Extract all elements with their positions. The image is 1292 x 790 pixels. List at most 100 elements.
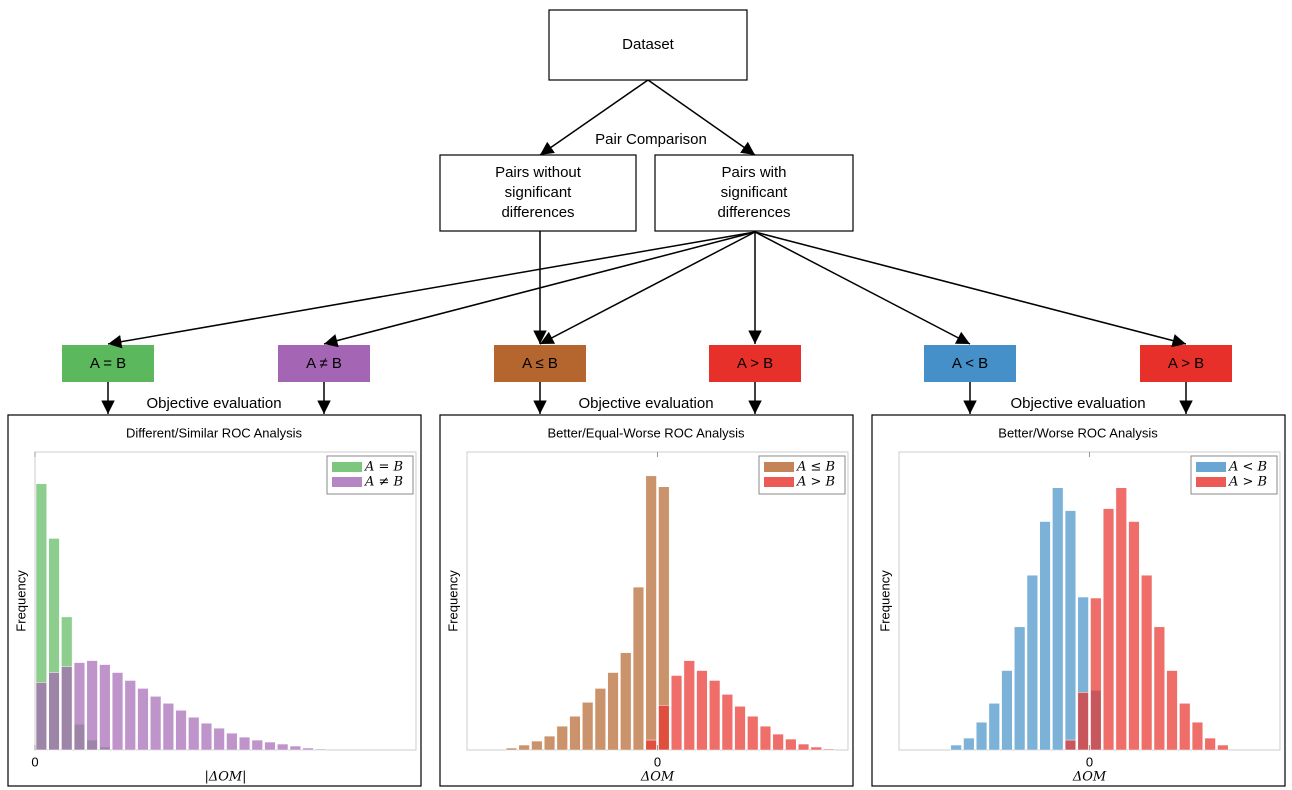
bar	[950, 744, 962, 751]
bar	[721, 694, 733, 751]
x-tick-label: 0	[1086, 754, 1093, 769]
class-label: A > B	[737, 355, 773, 372]
bar	[188, 716, 200, 751]
class-box	[709, 345, 801, 382]
node-label: differences	[717, 204, 790, 221]
legend-swatch	[764, 462, 794, 472]
legend-label: A < B	[1228, 460, 1267, 475]
bar	[1014, 626, 1026, 751]
bar	[162, 703, 174, 751]
bar	[1217, 744, 1229, 751]
bar	[1204, 737, 1216, 751]
y-axis-label: Frequency	[445, 570, 460, 632]
class-label: A ≤ B	[522, 355, 558, 372]
bar	[696, 670, 708, 751]
bar	[645, 475, 657, 751]
node-label: Pairs without	[495, 164, 582, 181]
bar	[1115, 487, 1127, 751]
bar	[1001, 670, 1013, 751]
chart-title: Better/Worse ROC Analysis	[998, 425, 1158, 440]
bar	[137, 688, 149, 751]
plot-frame	[34, 451, 417, 751]
bar	[213, 727, 225, 751]
legend-label: A ≠ B	[364, 475, 403, 490]
bar	[1191, 721, 1204, 751]
bar	[1026, 574, 1038, 751]
bar	[1166, 670, 1178, 751]
bar	[569, 715, 581, 751]
legend-swatch	[1196, 477, 1226, 487]
arrow	[323, 231, 756, 348]
bar	[531, 740, 543, 751]
arrow	[647, 79, 756, 156]
legend-swatch	[332, 462, 362, 472]
bar	[35, 682, 47, 751]
class-box	[494, 345, 586, 382]
bar	[251, 739, 263, 751]
bar	[734, 706, 746, 751]
bar	[645, 739, 657, 751]
bar	[594, 688, 606, 751]
bar	[975, 721, 988, 751]
bar	[747, 715, 759, 751]
x-axis-label: ΔOM	[1072, 770, 1107, 785]
bar	[61, 666, 73, 751]
edge-label: Pair Comparison	[595, 131, 707, 148]
bar	[709, 680, 721, 751]
x-axis-label: ΔOM	[640, 770, 675, 785]
bar	[277, 743, 289, 751]
node-label: significant	[505, 184, 573, 201]
node-label: Pairs with	[721, 164, 786, 181]
bar	[658, 705, 670, 751]
bar	[1153, 626, 1165, 751]
chart-title: Different/Similar ROC Analysis	[126, 425, 303, 440]
legend-label: A > B	[1228, 475, 1267, 490]
bar	[1039, 521, 1051, 751]
class-label: A ≠ B	[306, 355, 342, 372]
evaluation-label: Objective evaluation	[578, 395, 713, 412]
bar	[315, 748, 327, 751]
class-box	[278, 345, 370, 382]
bar	[607, 672, 619, 751]
legend-swatch	[332, 477, 362, 487]
bar	[823, 748, 835, 751]
bar	[48, 672, 60, 751]
bar	[785, 738, 797, 751]
bar	[1128, 521, 1140, 751]
node-label: significant	[721, 184, 789, 201]
bar	[1064, 739, 1077, 751]
bar	[797, 743, 810, 751]
arrow	[754, 231, 1187, 348]
node-box	[548, 9, 748, 81]
arrow	[754, 231, 971, 345]
bar	[988, 703, 1000, 751]
chart-title: Better/Equal-Worse ROC Analysis	[548, 425, 745, 440]
bar	[226, 732, 238, 751]
bar	[73, 662, 86, 751]
node-label: Dataset	[622, 36, 675, 53]
bar	[238, 736, 251, 751]
bar	[810, 746, 822, 751]
bar	[1052, 487, 1064, 751]
bar	[1141, 574, 1153, 751]
legend-label: A ≤ B	[796, 460, 835, 475]
arrow	[539, 79, 649, 156]
y-axis-label: Frequency	[13, 570, 28, 632]
bar	[683, 660, 695, 751]
bar	[124, 680, 136, 751]
bar	[772, 733, 784, 751]
arrow	[107, 231, 756, 349]
class-label: A > B	[1168, 355, 1204, 372]
legend-swatch	[764, 477, 794, 487]
bar	[505, 747, 518, 751]
class-box	[924, 345, 1016, 382]
bar	[556, 725, 568, 751]
x-tick-label: 0	[654, 754, 661, 769]
class-label: A < B	[952, 355, 988, 372]
bar	[289, 745, 301, 751]
bar	[1090, 597, 1102, 751]
bar	[518, 744, 530, 751]
bar	[1077, 692, 1089, 751]
bar	[759, 725, 772, 751]
